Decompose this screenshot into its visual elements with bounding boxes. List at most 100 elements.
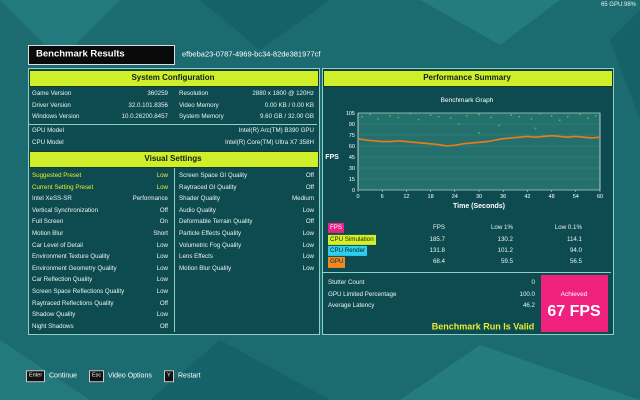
setting-value: Low [156,171,168,179]
system-info-name: Game Version [32,89,72,97]
system-info-name: System Memory [179,112,224,120]
key-badge[interactable]: Esc [89,370,105,382]
footer-action[interactable]: Video Options [108,372,152,380]
fps-dot [409,112,412,115]
divider [174,168,175,332]
fps-dot [538,112,541,115]
x-tick-label: 30 [476,194,482,200]
x-tick-label: 60 [597,194,603,200]
x-tick-label: 18 [428,194,434,200]
fps-dot [498,124,501,127]
setting-value: Low [156,276,168,284]
setting-name: Environment Geometry Quality [32,264,117,272]
setting-name: Raytraced Reflections Quality [32,299,114,307]
fps-dot [478,131,480,134]
section-bar [29,151,319,168]
y-tick-label: 90 [349,122,355,128]
cell: 130.2 [497,235,513,243]
setting-name: Environment Texture Quality [32,253,110,261]
setting-value: Low [302,253,314,261]
achieved-value: 67 FPS [547,303,601,320]
setting-value: Low [156,183,168,191]
setting-name: Car Reflection Quality [32,276,93,284]
achieved-label: Achieved [560,290,588,298]
fps-dot [595,115,597,117]
cell: 59.5 [500,258,513,266]
key-badge[interactable]: Enter [26,370,46,382]
hardware-value: Intel(R) Core(TM) Ultra X7 358H [224,138,314,146]
fps-dot [578,113,581,116]
system-info-name: Driver Version [32,101,71,109]
stat-name: GPU Limited Percentage [328,290,397,298]
section-title: System Configuration [131,73,215,82]
fps-dot [530,117,533,120]
setting-name: Suggested Preset [32,171,82,179]
setting-name: Volumetric Fog Quality [179,241,242,249]
setting-value: Low [156,253,168,261]
setting-name: Motion Blur [32,229,64,237]
fps-dot [466,115,468,117]
x-tick-label: 48 [549,194,555,200]
section-title: Visual Settings [144,154,202,163]
fps-dot [478,113,480,116]
cell: 68.4 [432,258,445,266]
footer-action[interactable]: Continue [49,372,78,380]
setting-name: Screen Space GI Quality [179,171,248,179]
y-tick-label: 30 [349,166,355,172]
hardware-name: CPU Model [32,138,64,146]
setting-name: Raytraced GI Quality [179,183,237,191]
setting-name: Vertical Synchronization [32,206,99,214]
setting-value: Low [156,241,168,249]
y-tick-label: 105 [346,111,355,117]
x-tick-label: 54 [573,194,579,200]
y-tick-label: 0 [352,188,355,194]
setting-value: Low [156,264,168,272]
x-axis-label: Time (Seconds) [453,203,505,210]
cell: 94.0 [569,247,582,255]
system-info-name: Resolution [179,89,209,97]
setting-name: Motion Blur Quality [179,264,232,272]
fps-dot [449,117,452,120]
section-title: Performance Summary [423,73,511,82]
fps-dot [369,113,371,116]
y-tick-label: 60 [349,144,355,150]
run-id: efbeba23-0787-4969-bc34-82de381977cf [182,49,321,59]
key-badge[interactable]: Y [164,370,174,382]
fps-dot [417,118,420,121]
setting-value: Off [305,218,314,226]
fps-dot [510,114,513,117]
fps-dot [361,115,363,118]
stat-name: Stutter Count [328,278,365,286]
status-text: 65 GPU:98% [600,2,636,8]
divider [29,124,317,125]
setting-name: Audio Quality [179,206,216,214]
setting-name: Deformable Terrain Quality [179,218,253,226]
footer-action[interactable]: Restart [178,372,201,380]
stat-value: 0 [531,278,535,286]
x-tick-label: 24 [452,194,458,200]
y-tick-label: 75 [349,133,355,139]
achieved-box [541,275,608,332]
fps-dot [377,117,380,120]
fps-dot [566,115,569,118]
x-tick-label: 42 [524,194,530,200]
setting-value: Off [159,206,168,214]
system-info-value: 2880 x 1800 @ 120Hz [252,89,314,97]
y-tick-label: 45 [349,155,355,161]
y-tick-label: 15 [349,177,355,183]
setting-name: Intel XeSS-SR [32,195,72,203]
fps-dot [518,115,521,118]
cell: 114.1 [566,235,582,243]
fps-dot [437,115,440,118]
x-tick-label: 12 [403,194,409,200]
fps-dot [490,116,492,119]
valid-message: Benchmark Run Is Valid [431,321,535,332]
fps-dot [457,123,460,125]
setting-value: Low [302,229,314,237]
setting-value: Low [302,264,314,272]
setting-value: Low [156,287,168,295]
setting-value: Off [305,183,314,191]
row-chip: CPU Render [328,246,368,257]
